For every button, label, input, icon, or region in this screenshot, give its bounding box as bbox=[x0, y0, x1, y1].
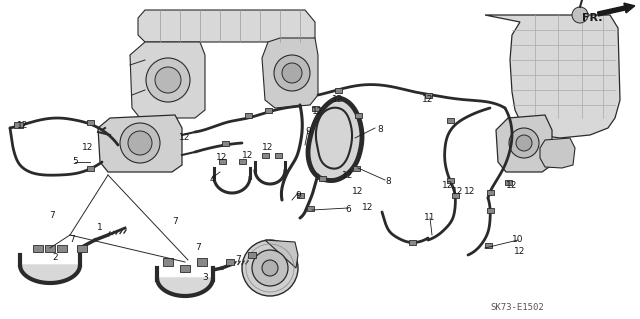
Text: 12: 12 bbox=[17, 121, 29, 130]
Bar bbox=[45, 244, 55, 251]
Bar bbox=[218, 159, 225, 164]
Bar bbox=[197, 258, 207, 266]
Circle shape bbox=[282, 63, 302, 83]
Text: FR.: FR. bbox=[582, 13, 602, 23]
Text: 12: 12 bbox=[464, 188, 476, 197]
Text: 12: 12 bbox=[442, 181, 454, 189]
Polygon shape bbox=[130, 42, 205, 118]
Bar bbox=[262, 152, 269, 158]
Text: 7: 7 bbox=[235, 256, 241, 264]
Bar bbox=[355, 113, 362, 117]
Bar bbox=[275, 152, 282, 158]
Text: 8: 8 bbox=[385, 177, 391, 187]
Text: 2: 2 bbox=[52, 254, 58, 263]
Bar bbox=[307, 205, 314, 211]
Polygon shape bbox=[485, 15, 620, 138]
Bar bbox=[226, 259, 234, 265]
Text: 12: 12 bbox=[452, 188, 464, 197]
Text: 9: 9 bbox=[305, 128, 311, 137]
Text: 12: 12 bbox=[422, 95, 434, 105]
Text: 11: 11 bbox=[424, 213, 436, 222]
Circle shape bbox=[155, 67, 181, 93]
Bar bbox=[312, 106, 319, 110]
Text: 5: 5 bbox=[72, 158, 78, 167]
Text: 12: 12 bbox=[262, 144, 274, 152]
Bar bbox=[33, 244, 43, 251]
Text: 12: 12 bbox=[83, 144, 93, 152]
Polygon shape bbox=[496, 115, 552, 172]
Text: 12: 12 bbox=[312, 108, 324, 116]
Polygon shape bbox=[138, 10, 315, 42]
Polygon shape bbox=[265, 240, 298, 268]
Text: 12: 12 bbox=[362, 204, 374, 212]
Text: 12: 12 bbox=[243, 151, 253, 160]
Bar bbox=[163, 258, 173, 266]
Text: 4: 4 bbox=[209, 175, 215, 184]
Bar bbox=[484, 242, 492, 248]
Text: 12: 12 bbox=[216, 153, 228, 162]
Circle shape bbox=[146, 58, 190, 102]
Bar bbox=[335, 87, 342, 93]
Text: SK73-E1502: SK73-E1502 bbox=[490, 303, 544, 313]
Polygon shape bbox=[262, 38, 318, 108]
Polygon shape bbox=[308, 98, 362, 180]
Text: 12: 12 bbox=[352, 188, 364, 197]
Bar bbox=[504, 180, 511, 184]
Text: 9: 9 bbox=[295, 190, 301, 199]
Bar bbox=[447, 117, 454, 122]
Bar bbox=[486, 207, 493, 212]
Bar bbox=[248, 252, 256, 258]
Text: 8: 8 bbox=[377, 125, 383, 135]
Circle shape bbox=[262, 260, 278, 276]
Bar bbox=[180, 264, 190, 271]
Text: 7: 7 bbox=[195, 243, 201, 253]
Circle shape bbox=[274, 55, 310, 91]
Text: 12: 12 bbox=[332, 95, 344, 105]
Bar bbox=[239, 159, 246, 164]
Circle shape bbox=[572, 7, 588, 23]
Bar bbox=[486, 189, 493, 195]
Bar bbox=[86, 166, 93, 170]
Bar bbox=[319, 175, 326, 181]
Circle shape bbox=[120, 123, 160, 163]
Text: 7: 7 bbox=[49, 211, 55, 219]
Bar bbox=[408, 240, 415, 244]
Text: 12: 12 bbox=[506, 181, 518, 189]
Circle shape bbox=[509, 128, 539, 158]
Polygon shape bbox=[20, 265, 80, 283]
Bar bbox=[451, 192, 458, 197]
Text: 7: 7 bbox=[69, 235, 75, 244]
Text: 6: 6 bbox=[345, 205, 351, 214]
Bar bbox=[77, 244, 87, 251]
Text: 3: 3 bbox=[202, 273, 208, 283]
Text: 7: 7 bbox=[172, 218, 178, 226]
Text: 12: 12 bbox=[179, 133, 191, 143]
Circle shape bbox=[252, 250, 288, 286]
Bar bbox=[57, 244, 67, 251]
Text: 10: 10 bbox=[512, 235, 524, 244]
Polygon shape bbox=[157, 278, 213, 296]
Bar bbox=[447, 177, 454, 182]
Polygon shape bbox=[98, 115, 182, 172]
Polygon shape bbox=[540, 138, 575, 168]
Bar bbox=[296, 192, 303, 197]
Circle shape bbox=[242, 240, 298, 296]
Bar bbox=[221, 140, 228, 145]
Text: 1: 1 bbox=[97, 224, 103, 233]
Circle shape bbox=[128, 131, 152, 155]
FancyArrow shape bbox=[598, 3, 635, 16]
Bar bbox=[353, 166, 360, 170]
Bar bbox=[13, 122, 22, 128]
Bar bbox=[86, 120, 93, 124]
Bar bbox=[244, 113, 252, 117]
Circle shape bbox=[516, 135, 532, 151]
Bar bbox=[264, 108, 271, 113]
Text: 12: 12 bbox=[515, 248, 525, 256]
Bar bbox=[424, 93, 431, 98]
Text: 12: 12 bbox=[342, 170, 354, 180]
